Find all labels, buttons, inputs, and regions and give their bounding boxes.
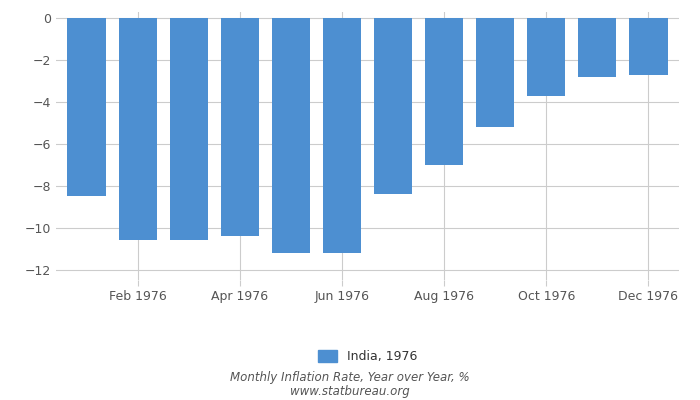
Bar (323, 18, 361, 253)
Bar (169, 18, 208, 240)
Bar (527, 18, 566, 96)
Bar (272, 18, 310, 253)
Bar (374, 18, 412, 194)
Bar (476, 18, 514, 127)
Bar (425, 18, 463, 165)
Bar (578, 18, 617, 77)
Bar (629, 18, 668, 75)
Bar (118, 18, 157, 240)
Text: Monthly Inflation Rate, Year over Year, %: Monthly Inflation Rate, Year over Year, … (230, 372, 470, 384)
Bar (220, 18, 259, 236)
Legend: India, 1976: India, 1976 (313, 345, 422, 368)
Text: www.statbureau.org: www.statbureau.org (290, 386, 410, 398)
Bar (67, 18, 106, 196)
